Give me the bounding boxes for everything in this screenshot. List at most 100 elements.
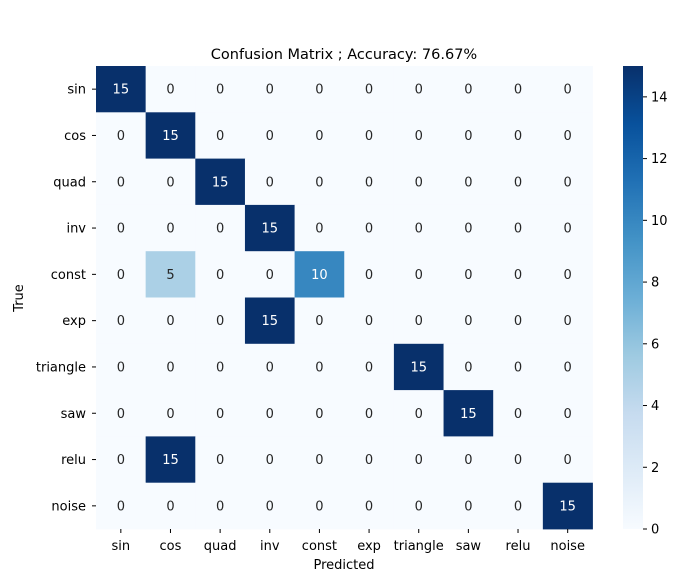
cell-value-6-3: 0: [266, 360, 274, 375]
cell-value-1-9: 0: [564, 129, 572, 144]
colorbar-tick-label-8: 8: [651, 276, 659, 291]
heatmap-cell-3-2: [195, 204, 246, 252]
heatmap-cell-5-4: [294, 297, 345, 345]
heatmap-cell-5-9: [542, 297, 593, 345]
cell-value-2-8: 0: [514, 175, 522, 190]
cell-value-4-2: 0: [216, 268, 224, 283]
cell-value-5-5: 0: [365, 314, 373, 329]
heatmap-cell-7-5: [344, 390, 395, 437]
cell-value-6-9: 0: [564, 360, 572, 375]
colorbar-tick-label-2: 2: [651, 461, 659, 476]
heatmap-cell-2-7: [443, 158, 494, 206]
x-axis: sin cos quad inv const exp triangle saw relu nois…: [112, 529, 585, 554]
heatmap-cell-8-8: [493, 436, 544, 484]
heatmap-cell-3-4: [294, 204, 345, 252]
y-tick-label-cos: cos: [64, 129, 86, 144]
heatmap-cell-7-3: [244, 390, 295, 437]
heatmap-cell-6-6: [393, 343, 444, 391]
cell-value-7-3: 0: [266, 407, 274, 422]
heatmap-cell-3-1: [145, 204, 196, 252]
cell-value-3-4: 0: [315, 222, 323, 237]
cell-value-3-1: 0: [166, 222, 174, 237]
colorbar-ticks: 0 2 4 6 8 10 12 14: [643, 90, 668, 538]
heatmap-cell-1-1: [145, 112, 196, 159]
y-tick-label-saw: saw: [61, 407, 87, 422]
heatmap-cell-6-0: [96, 343, 147, 391]
cell-value-3-8: 0: [514, 222, 522, 237]
cell-value-0-0: 15: [113, 83, 130, 98]
cell-value-8-8: 0: [514, 453, 522, 468]
heatmap-cell-4-4: [294, 251, 345, 298]
x-tick-label-inv: inv: [260, 539, 280, 554]
heatmap-cell-6-3: [244, 343, 295, 391]
cell-value-5-7: 0: [464, 314, 472, 329]
heatmap-cell-7-7: [443, 390, 494, 437]
x-tick-label-quad: quad: [204, 539, 237, 554]
cell-value-2-2: 15: [212, 175, 229, 190]
cell-value-9-5: 0: [365, 499, 373, 514]
heatmap-cell-7-6: [393, 390, 444, 437]
heatmap-cell-5-2: [195, 297, 246, 345]
heatmap-cell-1-4: [294, 112, 345, 159]
heatmap-cell-6-7: [443, 343, 494, 391]
cell-value-8-0: 0: [117, 453, 125, 468]
cell-value-4-4: 10: [311, 268, 328, 283]
heatmap-cell-4-3: [244, 251, 295, 298]
heatmap-cell-6-1: [145, 343, 196, 391]
heatmap-cell-labels: 15 0 0 0 0 0 0 0 0 0 0 15 0 0 0 0 0 0 0 0 0 0 15 0 0 0 0 0 0 0 0 0 0 15 0 0…: [113, 83, 576, 515]
heatmap-cell-3-3: [244, 204, 295, 252]
heatmap-cell-2-4: [294, 158, 345, 206]
heatmap-cell-1-5: [344, 112, 395, 159]
heatmap-cell-2-5: [344, 158, 395, 206]
x-tick-label-sin: sin: [112, 539, 131, 554]
cell-value-0-8: 0: [514, 83, 522, 98]
heatmap-cell-1-3: [244, 112, 295, 159]
cell-value-0-6: 0: [415, 83, 423, 98]
heatmap-cell-2-9: [542, 158, 593, 206]
y-tick-label-exp: exp: [62, 314, 86, 329]
cell-value-7-8: 0: [514, 407, 522, 422]
cell-value-2-5: 0: [365, 175, 373, 190]
cell-value-6-0: 0: [117, 360, 125, 375]
cell-value-3-3: 15: [261, 222, 278, 237]
x-tick-label-noise: noise: [550, 539, 585, 554]
heatmap-cell-2-0: [96, 158, 147, 206]
heatmap-cell-6-4: [294, 343, 345, 391]
cell-value-1-6: 0: [415, 129, 423, 144]
cell-value-3-6: 0: [415, 222, 423, 237]
cell-value-5-6: 0: [415, 314, 423, 329]
cell-value-7-6: 0: [415, 407, 423, 422]
cell-value-9-6: 0: [415, 499, 423, 514]
cell-value-4-3: 0: [266, 268, 274, 283]
colorbar-tick-label-12: 12: [651, 152, 668, 167]
colorbar: [623, 66, 643, 529]
cell-value-0-5: 0: [365, 83, 373, 98]
heatmap-cell-8-9: [542, 436, 593, 484]
y-axis-label: True: [12, 284, 27, 313]
heatmap-cell-7-8: [493, 390, 544, 437]
x-tick-label-saw: saw: [456, 539, 482, 554]
heatmap-cell-9-7: [443, 482, 494, 530]
cell-value-1-2: 0: [216, 129, 224, 144]
cell-value-2-3: 0: [266, 175, 274, 190]
colorbar-tick-label-0: 0: [651, 523, 659, 538]
heatmap-cell-2-1: [145, 158, 196, 206]
cell-value-9-4: 0: [315, 499, 323, 514]
heatmap-cell-5-5: [344, 297, 395, 345]
colorbar-tick-label-14: 14: [651, 90, 668, 105]
y-tick-label-quad: quad: [53, 175, 86, 190]
heatmap-cell-1-2: [195, 112, 246, 159]
cell-value-8-4: 0: [315, 453, 323, 468]
x-tick-label-triangle: triangle: [394, 539, 444, 554]
heatmap-cell-8-5: [344, 436, 395, 484]
cell-value-7-9: 0: [564, 407, 572, 422]
cell-value-5-1: 0: [166, 314, 174, 329]
cell-value-7-5: 0: [365, 407, 373, 422]
cell-value-9-2: 0: [216, 499, 224, 514]
cell-value-8-1: 15: [162, 453, 179, 468]
cell-value-1-5: 0: [365, 129, 373, 144]
colorbar-tick-label-6: 6: [651, 337, 659, 352]
y-tick-label-noise: noise: [51, 499, 86, 514]
heatmap-cell-5-1: [145, 297, 196, 345]
y-axis: sin cos quad inv const exp triangle saw relu nois…: [36, 83, 96, 514]
